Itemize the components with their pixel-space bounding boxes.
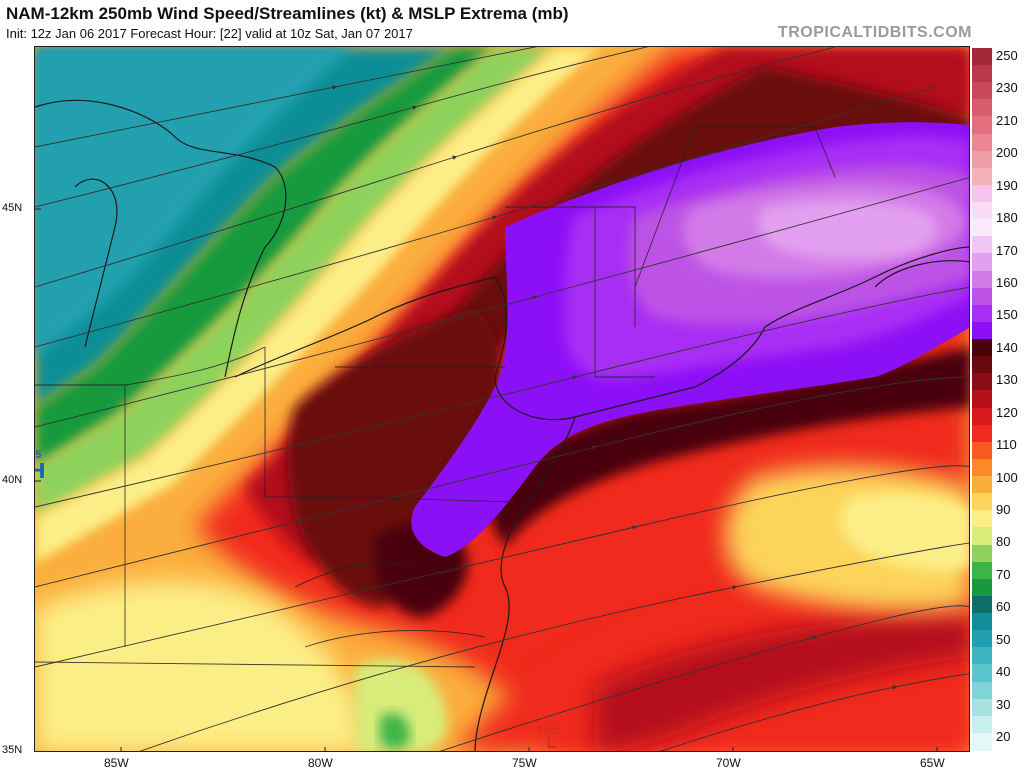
legend-label: 250 — [996, 48, 1018, 63]
legend-swatch — [972, 544, 992, 563]
legend-swatch — [972, 253, 992, 272]
legend-swatch — [972, 356, 992, 374]
legend-label: 160 — [996, 275, 1018, 290]
map-subtitle: Init: 12z Jan 06 2017 Forecast Hour: [22… — [6, 26, 413, 41]
legend-swatch — [972, 527, 992, 546]
legend-swatch — [972, 219, 992, 237]
lon-label-80w: 80W — [308, 756, 333, 770]
legend-label: 170 — [996, 242, 1018, 258]
lon-label-70w: 70W — [716, 756, 741, 770]
high-pressure-marker: H — [35, 459, 46, 483]
legend-label: 30 — [996, 696, 1011, 712]
lat-label-45n: 45N — [2, 202, 23, 214]
source-credit: TROPICALTIDBITS.COM — [777, 24, 972, 41]
legend-swatch — [972, 236, 992, 255]
low-pressure-symbol: L — [546, 733, 557, 752]
lon-label-65w: 65W — [920, 756, 945, 770]
legend-swatch — [972, 270, 992, 289]
legend-swatch — [972, 150, 992, 169]
legend-swatch — [972, 65, 992, 83]
legend-swatch — [972, 287, 992, 306]
high-pressure-symbol: H — [35, 459, 46, 483]
lat-label-35n: 35N — [2, 744, 23, 756]
legend-label: 120 — [996, 404, 1018, 420]
legend-swatch — [972, 116, 992, 135]
legend-swatch — [972, 732, 992, 751]
legend-label: 140 — [996, 339, 1018, 355]
legend-swatch — [972, 373, 992, 392]
legend-swatch — [972, 407, 992, 426]
legend-label: 130 — [996, 372, 1018, 388]
legend-label: 20 — [996, 729, 1011, 744]
lon-label-85w: 85W — [104, 756, 129, 770]
legend-swatch — [972, 698, 992, 717]
legend-swatch — [972, 561, 992, 580]
legend-swatch — [972, 321, 992, 340]
legend-swatch — [972, 339, 992, 357]
legend-swatch — [972, 133, 992, 152]
legend-swatch — [972, 424, 992, 443]
legend-swatch — [972, 595, 992, 614]
legend-swatch — [972, 48, 992, 66]
wind-map: H 1035 L 1011 — [34, 46, 970, 752]
legend-swatch — [972, 664, 992, 683]
political-borders — [35, 126, 836, 668]
legend-label: 210 — [996, 112, 1018, 128]
legend-swatch — [972, 613, 992, 631]
legend-label: 90 — [996, 502, 1011, 517]
wind-speed-legend: 250 230 210 200 190 180 170 160 150 140 130 120 110 1… — [970, 46, 1024, 752]
streamlines — [35, 47, 969, 751]
wind-speed-field — [35, 47, 969, 751]
legend-label: 100 — [996, 469, 1018, 485]
graticule — [35, 208, 938, 751]
legend-swatch — [972, 578, 992, 597]
legend-swatch — [972, 304, 992, 323]
legend-swatch — [972, 99, 992, 118]
lon-label-75w: 75W — [512, 756, 537, 770]
high-pressure-value: 1035 — [35, 449, 42, 461]
legend-label: 40 — [996, 664, 1011, 680]
legend-swatch — [972, 441, 992, 460]
legend-label: 150 — [996, 307, 1018, 323]
legend-swatch — [972, 458, 992, 477]
legend-label: 60 — [996, 599, 1011, 615]
lat-label-40n: 40N — [2, 474, 23, 486]
legend-label: 190 — [996, 177, 1018, 193]
legend-swatch — [972, 476, 992, 494]
legend-swatch — [972, 510, 992, 528]
legend-swatch — [972, 630, 992, 648]
legend-swatch — [972, 681, 992, 700]
legend-label: 200 — [996, 145, 1018, 161]
legend-swatch — [972, 715, 992, 734]
low-pressure-marker: L — [546, 733, 557, 752]
legend-label: 50 — [996, 631, 1011, 647]
legend-swatch — [972, 167, 992, 186]
map-title: NAM-12km 250mb Wind Speed/Streamlines (k… — [6, 4, 569, 23]
legend-swatch — [972, 647, 992, 665]
coastlines — [35, 99, 969, 751]
legend-swatch — [972, 493, 992, 511]
legend-swatch — [972, 202, 992, 220]
legend-swatch — [972, 82, 992, 100]
legend-label: 230 — [996, 80, 1018, 96]
legend-label: 110 — [996, 437, 1017, 453]
legend-label: 80 — [996, 534, 1011, 550]
legend-swatch — [972, 390, 992, 409]
legend-label: 70 — [996, 566, 1011, 582]
low-pressure-value: 1011 — [537, 725, 561, 737]
legend-label: 180 — [996, 210, 1018, 226]
legend-swatch — [972, 184, 992, 203]
